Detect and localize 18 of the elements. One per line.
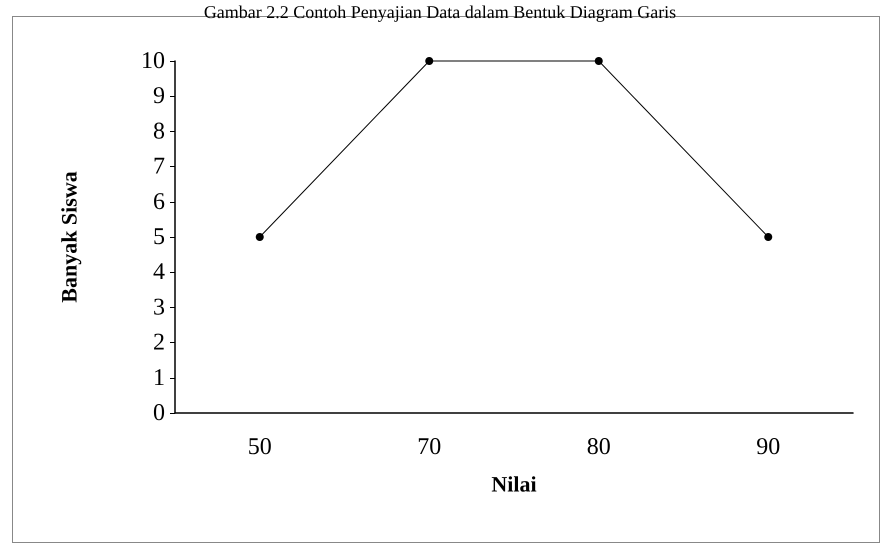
chart-title: Gambar 2.2 Contoh Penyajian Data dalam Bentuk Diagram Garis <box>204 2 676 22</box>
y-axis-title: Banyak Siswa <box>56 171 82 303</box>
y-tick-label: 5 <box>153 224 165 250</box>
y-tick-label: 8 <box>153 118 165 144</box>
y-tick-label: 6 <box>153 188 165 215</box>
y-tick-label: 2 <box>153 330 165 356</box>
y-tick-label: 10 <box>141 48 165 74</box>
x-axis-title: Nilai <box>491 472 537 496</box>
x-tick-label: 90 <box>756 434 780 460</box>
y-tick-label: 7 <box>153 154 165 180</box>
y-tick-label: 0 <box>153 400 165 426</box>
y-tick-label: 3 <box>153 294 165 320</box>
y-tick-label: 1 <box>153 364 165 391</box>
y-tick-label: 4 <box>153 259 165 286</box>
y-tick-label: 9 <box>153 83 165 110</box>
x-tick-label: 80 <box>586 434 611 460</box>
x-tick-label: 70 <box>417 434 442 460</box>
x-tick-label: 50 <box>248 434 272 460</box>
